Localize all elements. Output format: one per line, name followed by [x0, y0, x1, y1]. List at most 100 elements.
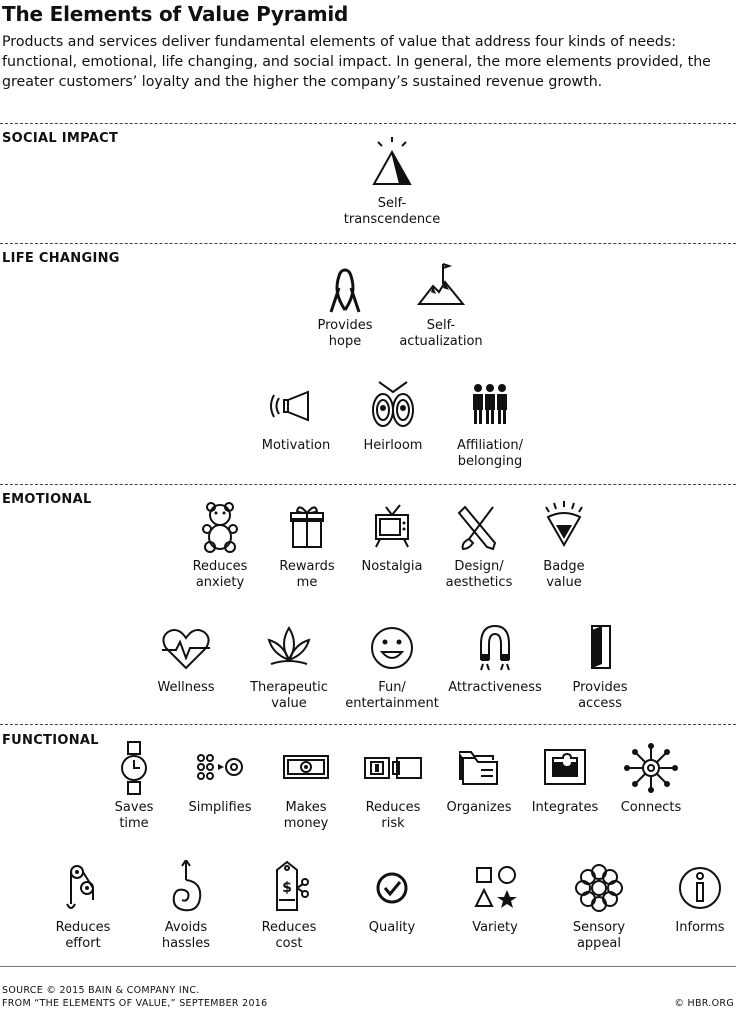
- element-label: Reduces effort: [55, 920, 111, 951]
- element-motivation: Motivation: [236, 378, 356, 454]
- element-integrates: Integrates: [505, 740, 625, 816]
- mountain-flag-icon: [409, 258, 473, 314]
- element-therapeutic: Therapeutic value: [229, 620, 349, 712]
- heartbeat-icon: [154, 620, 218, 676]
- element-label: Self- actualization: [399, 318, 483, 349]
- element-label: Badge value: [543, 559, 585, 590]
- folders-icon: [459, 740, 511, 796]
- section-social-impact: SOCIAL IMPACT: [2, 131, 119, 146]
- element-label: Rewards me: [279, 559, 335, 590]
- price-tag-scissors-icon: $: [257, 860, 321, 916]
- group-icon: [473, 384, 507, 424]
- element-label: Provides access: [572, 680, 628, 711]
- swirl-arrow-icon: [154, 860, 218, 916]
- footer-rule: [0, 966, 736, 967]
- element-self-actualization: Self- actualization: [381, 258, 501, 350]
- megaphone-icon: [264, 378, 328, 434]
- dots-to-circle-icon: [188, 740, 252, 796]
- smiley-icon: [360, 620, 424, 676]
- element-label: Wellness: [157, 680, 215, 695]
- element-reduces-risk: Reduces risk: [333, 740, 453, 832]
- magnet-icon: [463, 620, 527, 676]
- element-reduces-effort: Reduces effort: [23, 860, 143, 952]
- element-saves-time: Saves time: [74, 740, 194, 832]
- section-divider: [0, 484, 736, 485]
- element-label: Reduces risk: [365, 800, 421, 831]
- element-avoids-hassles: Avoids hassles: [126, 860, 246, 952]
- element-label: Affiliation/ belonging: [457, 438, 523, 469]
- element-simplifies: Simplifies: [160, 740, 280, 816]
- watch-icon: [102, 740, 166, 796]
- element-affiliation: Affiliation/ belonging: [430, 378, 550, 470]
- pyramid-sun-icon: [360, 136, 424, 192]
- pencil-brush-icon: [447, 499, 511, 555]
- section-life-changing: LIFE CHANGING: [2, 251, 120, 266]
- section-divider: [0, 243, 736, 244]
- shapes-icon: [463, 860, 517, 908]
- element-label: Saves time: [114, 800, 154, 831]
- element-rewards-me: Rewards me: [247, 499, 367, 591]
- element-label: Sensory appeal: [572, 920, 626, 951]
- badge-icon: [532, 499, 596, 555]
- door-icon: [568, 620, 632, 676]
- svg-text:$: $: [282, 880, 292, 896]
- intro-text: Products and services deliver fundamenta…: [2, 34, 711, 90]
- element-label: Self- transcendence: [343, 196, 441, 227]
- element-label: Reduces anxiety: [192, 559, 248, 590]
- info-icon: [668, 860, 732, 916]
- footer-from: FROM “THE ELEMENTS OF VALUE,” SEPTEMBER …: [2, 998, 268, 1009]
- element-label: Simplifies: [188, 800, 252, 815]
- element-label: Integrates: [531, 800, 599, 815]
- element-reduces-cost: $ Reduces cost: [229, 860, 349, 952]
- element-label: Variety: [472, 920, 518, 935]
- section-divider: [0, 724, 736, 725]
- element-label: Motivation: [261, 438, 331, 453]
- element-label: Therapeutic value: [250, 680, 328, 711]
- element-reduces-anxiety: Reduces anxiety: [160, 499, 280, 591]
- element-label: Reduces cost: [261, 920, 317, 951]
- element-design: Design/ aesthetics: [419, 499, 539, 591]
- ribbon-icon: [313, 258, 377, 314]
- locket-icon: [361, 378, 425, 434]
- element-wellness: Wellness: [126, 620, 246, 696]
- element-informs: Informs: [640, 860, 736, 936]
- element-sensory-appeal: Sensory appeal: [539, 860, 659, 952]
- section-emotional: EMOTIONAL: [2, 492, 92, 507]
- puzzle-icon: [533, 740, 597, 796]
- element-label: Heirloom: [363, 438, 423, 453]
- teddy-bear-icon: [188, 499, 252, 555]
- element-organizes: Organizes: [419, 740, 539, 816]
- section-functional: FUNCTIONAL: [2, 733, 99, 748]
- element-label: Attractiveness: [448, 680, 542, 695]
- element-label: Organizes: [446, 800, 512, 815]
- element-badge-value: Badge value: [504, 499, 624, 591]
- element-connects: Connects: [591, 740, 711, 816]
- element-attractiveness: Attractiveness: [435, 620, 555, 696]
- lotus-icon: [257, 620, 321, 676]
- pulley-icon: [51, 860, 115, 916]
- gift-icon: [275, 499, 339, 555]
- element-label: Connects: [620, 800, 682, 815]
- element-label: Design/ aesthetics: [445, 559, 513, 590]
- check-circle-icon: [360, 860, 424, 916]
- network-icon: [624, 743, 678, 793]
- element-makes-money: Makes money: [246, 740, 366, 832]
- element-label: Avoids hassles: [161, 920, 211, 951]
- page-title: The Elements of Value Pyramid: [2, 2, 349, 26]
- flower-icon: [567, 860, 631, 916]
- element-provides-hope: Provides hope: [285, 258, 405, 350]
- element-label: Nostalgia: [361, 559, 423, 574]
- element-self-transcendence: Self- transcendence: [332, 136, 452, 228]
- tv-icon: [360, 499, 424, 555]
- banknote-icon: [274, 740, 338, 796]
- section-divider: [0, 123, 736, 124]
- footer-source: SOURCE © 2015 BAIN & COMPANY INC.: [2, 985, 200, 996]
- element-label: Makes money: [283, 800, 329, 831]
- element-heirloom: Heirloom: [333, 378, 453, 454]
- seatbelt-icon: [361, 740, 425, 796]
- element-fun: Fun/ entertainment: [332, 620, 452, 712]
- element-label: Quality: [368, 920, 416, 935]
- element-variety: Variety: [435, 860, 555, 936]
- footer-credit: © HBR.ORG: [674, 998, 734, 1009]
- element-label: Provides hope: [317, 318, 373, 349]
